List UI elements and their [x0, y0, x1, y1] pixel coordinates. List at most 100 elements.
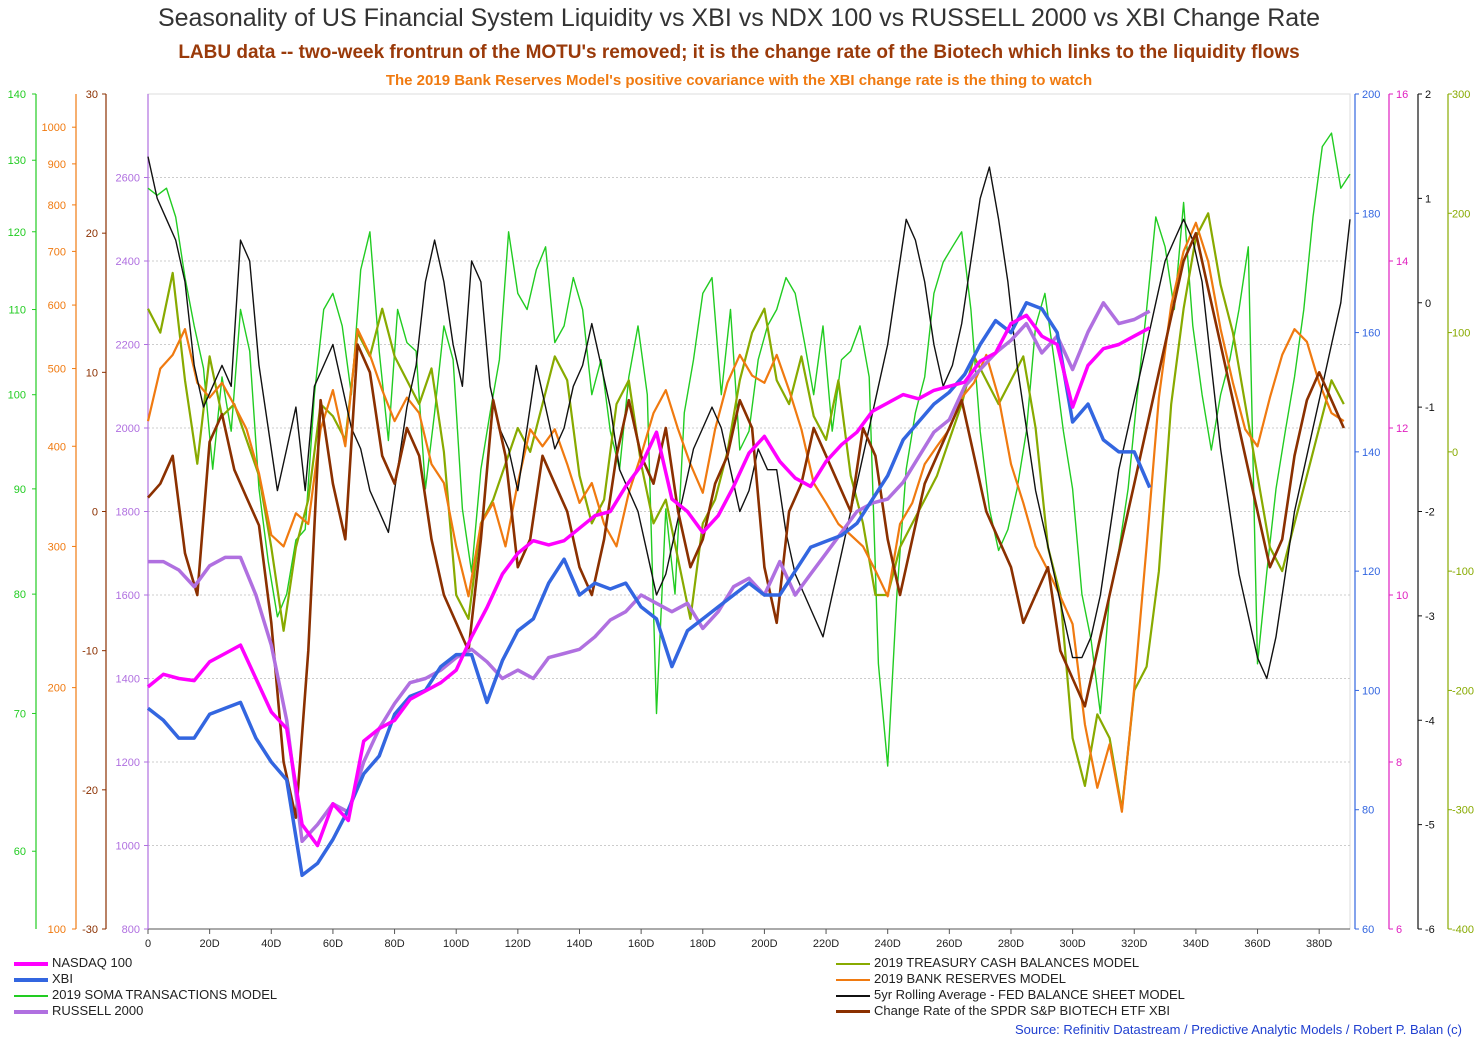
x-tick-label: 100D [443, 938, 469, 950]
soma-axis-tick-label: 140 [8, 89, 26, 101]
xbi-axis-tick-label: 60 [1362, 924, 1374, 936]
legend-label: RUSSELL 2000 [52, 1003, 144, 1018]
legend-item: XBI [14, 971, 277, 987]
x-tick-label: 60D [323, 938, 343, 950]
xbi_change-axis-tick-label: -30 [82, 924, 98, 936]
series-line-change-rate-of-the-spdr-s-p-biotech-etf-xbi [147, 231, 1345, 820]
legend-item: 2019 BANK RESERVES MODEL [836, 971, 1185, 987]
fed-axis-tick-label: -1 [1425, 402, 1435, 414]
legend-label: NASDAQ 100 [52, 955, 133, 970]
russell_axis-axis-tick-label: 10 [1396, 590, 1408, 602]
fed-axis-tick-label: -5 [1425, 820, 1435, 832]
legend-swatch [14, 961, 48, 966]
legend-right: 2019 TREASURY CASH BALANCES MODEL 2019 BA… [836, 955, 1185, 1019]
legend-label: XBI [52, 971, 73, 986]
indexes-axis-tick-label: 1000 [116, 841, 140, 853]
legend-item: Change Rate of the SPDR S&P BIOTECH ETF … [836, 1003, 1185, 1019]
fed-axis-tick-label: 2 [1425, 89, 1431, 101]
treasury-axis-tick-label: 0 [1452, 447, 1458, 459]
treasury-axis-tick-label: 100 [1452, 328, 1470, 340]
series-line-5yr-rolling-average-fed-balance-sheet-model [147, 156, 1351, 680]
series-line-2019-soma-transactions-model [147, 132, 1351, 767]
treasury-axis-tick-label: 200 [1452, 208, 1470, 220]
x-tick-label: 280D [998, 938, 1024, 950]
x-tick-label: 340D [1183, 938, 1209, 950]
x-tick-label: 380D [1306, 938, 1332, 950]
reserves-axis-tick-label: 700 [48, 246, 66, 258]
xbi-axis-tick-label: 100 [1362, 685, 1380, 697]
reserves-axis-tick-label: 400 [48, 441, 66, 453]
legend-swatch [836, 1010, 870, 1014]
series-line-russell-2000 [148, 301, 1151, 844]
fed-axis-tick-label: -4 [1425, 715, 1435, 727]
soma-axis-tick-label: 60 [14, 846, 26, 858]
soma-axis-tick-label: 110 [8, 305, 26, 317]
xbi-axis-tick-label: 180 [1362, 208, 1380, 220]
xbi-axis-tick-label: 160 [1362, 328, 1380, 340]
reserves-axis-tick-label: 600 [48, 300, 66, 312]
xbi-axis-tick-label: 200 [1362, 89, 1380, 101]
xbi_change-axis-tick-label: 30 [86, 89, 98, 101]
treasury-axis-tick-label: -400 [1452, 924, 1474, 936]
xbi-axis-tick-label: 120 [1362, 566, 1380, 578]
reserves-axis-tick-label: 900 [48, 159, 66, 171]
x-tick-label: 260D [936, 938, 962, 950]
legend-label: Change Rate of the SPDR S&P BIOTECH ETF … [874, 1003, 1170, 1018]
indexes-axis-tick-label: 1800 [116, 507, 140, 519]
x-tick-label: 180D [690, 938, 716, 950]
treasury-axis-tick-label: 300 [1452, 89, 1470, 101]
indexes-axis-tick-label: 1200 [116, 757, 140, 769]
soma-axis-tick-label: 100 [8, 390, 26, 402]
x-tick-label: 320D [1121, 938, 1147, 950]
reserves-axis-tick-label: 300 [48, 541, 66, 553]
soma-axis-tick-label: 130 [8, 155, 26, 167]
reserves-axis-tick-label: 800 [48, 200, 66, 212]
legend-item: NASDAQ 100 [14, 955, 277, 971]
x-tick-label: 240D [875, 938, 901, 950]
legend-swatch [836, 994, 870, 997]
indexes-axis-tick-label: 1400 [116, 674, 140, 686]
x-tick-label: 360D [1244, 938, 1270, 950]
chart-subtitle-secondary: The 2019 Bank Reserves Model's positive … [385, 72, 1093, 89]
legend-label: 5yr Rolling Average - FED BALANCE SHEET … [874, 987, 1185, 1002]
indexes-axis-tick-label: 2000 [116, 423, 140, 435]
legend-item: 2019 TREASURY CASH BALANCES MODEL [836, 955, 1185, 971]
x-tick-label: 80D [384, 938, 404, 950]
x-tick-label: 220D [813, 938, 839, 950]
treasury-axis-tick-label: -300 [1452, 805, 1474, 817]
legend-label: 2019 SOMA TRANSACTIONS MODEL [52, 987, 278, 1002]
indexes-axis-tick-label: 2400 [116, 256, 140, 268]
indexes-axis-tick-label: 2200 [116, 340, 140, 352]
legend-left: NASDAQ 100 XBI 2019 SOMA TRANSACTIONS MODE… [14, 955, 277, 1019]
x-tick-label: 20D [200, 938, 220, 950]
russell_axis-axis-tick-label: 12 [1396, 423, 1408, 435]
x-tick-label: 300D [1059, 938, 1085, 950]
fed-axis-tick-label: 1 [1425, 193, 1431, 205]
xbi_change-axis-tick-label: -10 [82, 646, 98, 658]
legend-item: 2019 SOMA TRANSACTIONS MODEL [14, 987, 277, 1003]
indexes-axis-tick-label: 1600 [116, 590, 140, 602]
legend-item: RUSSELL 2000 [14, 1003, 277, 1019]
russell_axis-axis-tick-label: 16 [1396, 89, 1408, 101]
reserves-axis-tick-label: 100 [48, 924, 66, 936]
reserves-axis-tick-label: 1000 [42, 122, 66, 134]
reserves-axis-tick-label: 500 [48, 364, 66, 376]
soma-axis-tick-label: 70 [14, 708, 26, 720]
xbi_change-axis-tick-label: -20 [82, 785, 98, 797]
source-note: Source: Refinitiv Datastream / Predictiv… [1014, 1022, 1462, 1037]
fed-axis-tick-label: -6 [1425, 924, 1435, 936]
treasury-axis-tick-label: -100 [1452, 566, 1474, 578]
legend-swatch [14, 977, 48, 982]
legend-label: 2019 BANK RESERVES MODEL [874, 971, 1066, 986]
x-tick-label: 120D [505, 938, 531, 950]
soma-axis-tick-label: 120 [8, 227, 26, 239]
russell_axis-axis-tick-label: 8 [1396, 757, 1402, 769]
x-tick-label: 140D [566, 938, 592, 950]
chart-title: Seasonality of US Financial System Liqui… [157, 4, 1321, 32]
legend-item: 5yr Rolling Average - FED BALANCE SHEET … [836, 987, 1185, 1003]
xbi_change-axis-tick-label: 0 [92, 507, 98, 519]
x-tick-label: 200D [751, 938, 777, 950]
legend-swatch [14, 994, 48, 997]
x-tick-label: 160D [628, 938, 654, 950]
